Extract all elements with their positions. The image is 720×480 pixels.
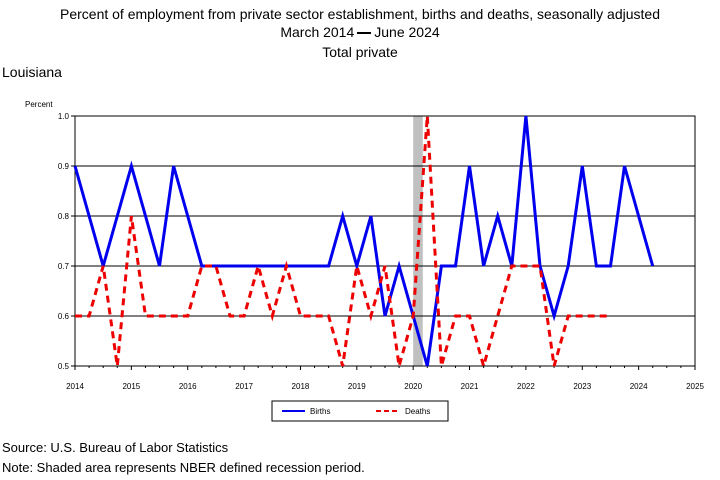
y-tick-label: 0.9 xyxy=(58,162,70,171)
x-tick-label: 2016 xyxy=(179,382,197,391)
chart-title: Percent of employment from private secto… xyxy=(60,6,660,22)
y-tick-label: 0.6 xyxy=(58,312,70,321)
x-tick-label: 2020 xyxy=(404,382,422,391)
legend: Births Deaths xyxy=(271,400,449,422)
x-tick-label: 2021 xyxy=(461,382,479,391)
x-tick-label: 2024 xyxy=(630,382,648,391)
x-tick-label: 2019 xyxy=(348,382,366,391)
chart-subtitle: March 2014 June 2024 xyxy=(0,23,720,41)
series-line-births xyxy=(73,115,655,367)
y-tick-label: 0.8 xyxy=(58,212,70,221)
x-tick-label: 2014 xyxy=(66,382,84,391)
y-tick-label: 0.7 xyxy=(58,262,70,271)
region-label: Louisiana xyxy=(2,64,62,80)
source-note: Source: U.S. Bureau of Labor Statistics xyxy=(2,440,229,455)
legend-label-deaths: Deaths xyxy=(405,407,430,416)
recession-note: Note: Shaded area represents NBER define… xyxy=(2,460,365,475)
x-tick-label: 2022 xyxy=(517,382,535,391)
y-tick-label: 1.0 xyxy=(58,112,70,121)
x-tick-label: 2015 xyxy=(122,382,140,391)
legend-box xyxy=(271,400,449,422)
dash-glyph xyxy=(357,32,372,35)
series-line-deaths xyxy=(75,115,611,372)
subtitle-start: March 2014 xyxy=(280,24,355,40)
x-tick-label: 2025 xyxy=(686,382,704,391)
x-tick-label: 2018 xyxy=(292,382,310,391)
x-tick-label: 2017 xyxy=(235,382,253,391)
subtitle-end: June 2024 xyxy=(374,24,440,40)
legend-label-births: Births xyxy=(310,407,330,416)
x-tick-label: 2023 xyxy=(573,382,591,391)
chart-subtitle-2: Total private xyxy=(322,44,398,60)
plot-frame xyxy=(74,115,696,367)
y-axis-label: Percent xyxy=(25,100,53,109)
y-tick-label: 0.5 xyxy=(58,362,70,371)
